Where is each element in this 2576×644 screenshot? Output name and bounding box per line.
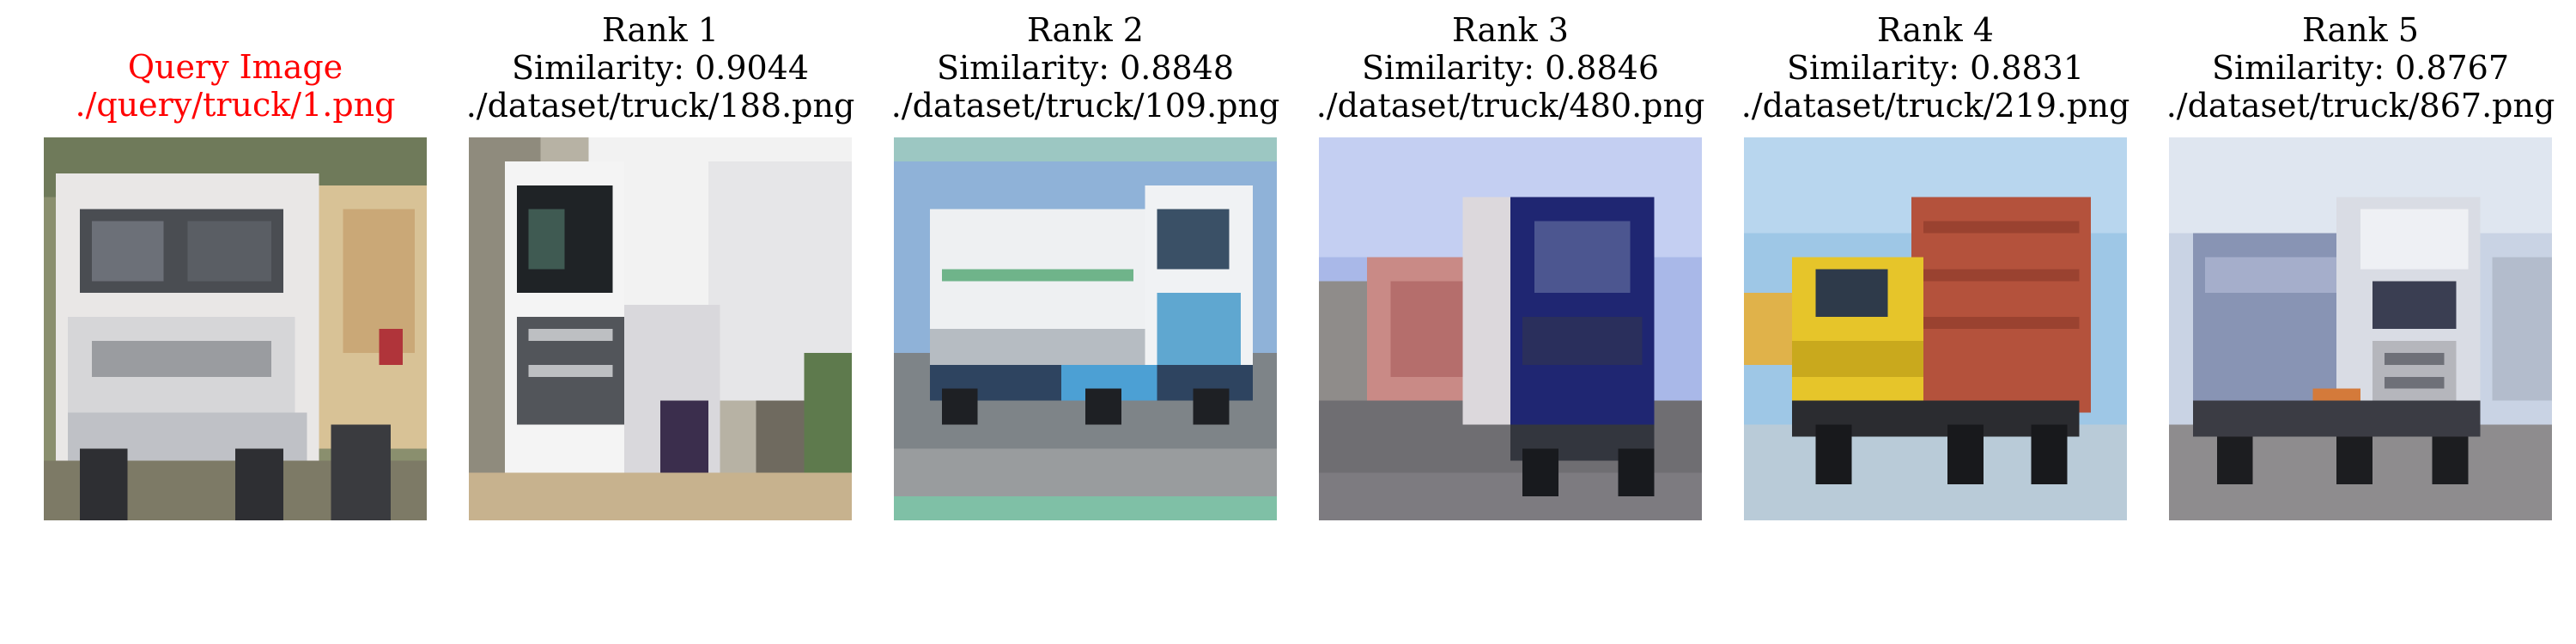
result-path: ./dataset/truck/188.png (465, 87, 855, 125)
similarity-label: Similarity: 0.9044 (511, 49, 810, 87)
result-caption: Rank 1 Similarity: 0.9044 ./dataset/truc… (434, 11, 886, 125)
similarity-label: Similarity: 0.8831 (1786, 49, 2085, 87)
query-caption: Query Image ./query/truck/1.png (9, 48, 461, 124)
rank-label: Rank 5 (2302, 11, 2419, 49)
rank-label: Rank 1 (602, 11, 719, 49)
query-image (44, 137, 427, 520)
similarity-label: Similarity: 0.8848 (936, 49, 1235, 87)
result-image (2169, 137, 2552, 520)
result-path: ./dataset/truck/219.png (1741, 87, 2130, 125)
similarity-label: Similarity: 0.8846 (1361, 49, 1660, 87)
result-path: ./dataset/truck/867.png (2166, 87, 2555, 125)
query-title: Query Image (127, 48, 343, 86)
rank-label: Rank 2 (1027, 11, 1144, 49)
result-image (1744, 137, 2127, 520)
result-path: ./dataset/truck/480.png (1315, 87, 1705, 125)
result-caption: Rank 5 Similarity: 0.8767 ./dataset/truc… (2135, 11, 2576, 125)
result-caption: Rank 2 Similarity: 0.8848 ./dataset/truc… (860, 11, 1311, 125)
result-caption: Rank 4 Similarity: 0.8831 ./dataset/truc… (1710, 11, 2161, 125)
rank-label: Rank 4 (1877, 11, 1994, 49)
result-caption: Rank 3 Similarity: 0.8846 ./dataset/truc… (1285, 11, 1736, 125)
result-image (469, 137, 852, 520)
query-path: ./query/truck/1.png (75, 86, 396, 124)
result-image (894, 137, 1277, 520)
rank-label: Rank 3 (1452, 11, 1569, 49)
result-path: ./dataset/truck/109.png (890, 87, 1280, 125)
similarity-label: Similarity: 0.8767 (2211, 49, 2510, 87)
result-image (1319, 137, 1702, 520)
